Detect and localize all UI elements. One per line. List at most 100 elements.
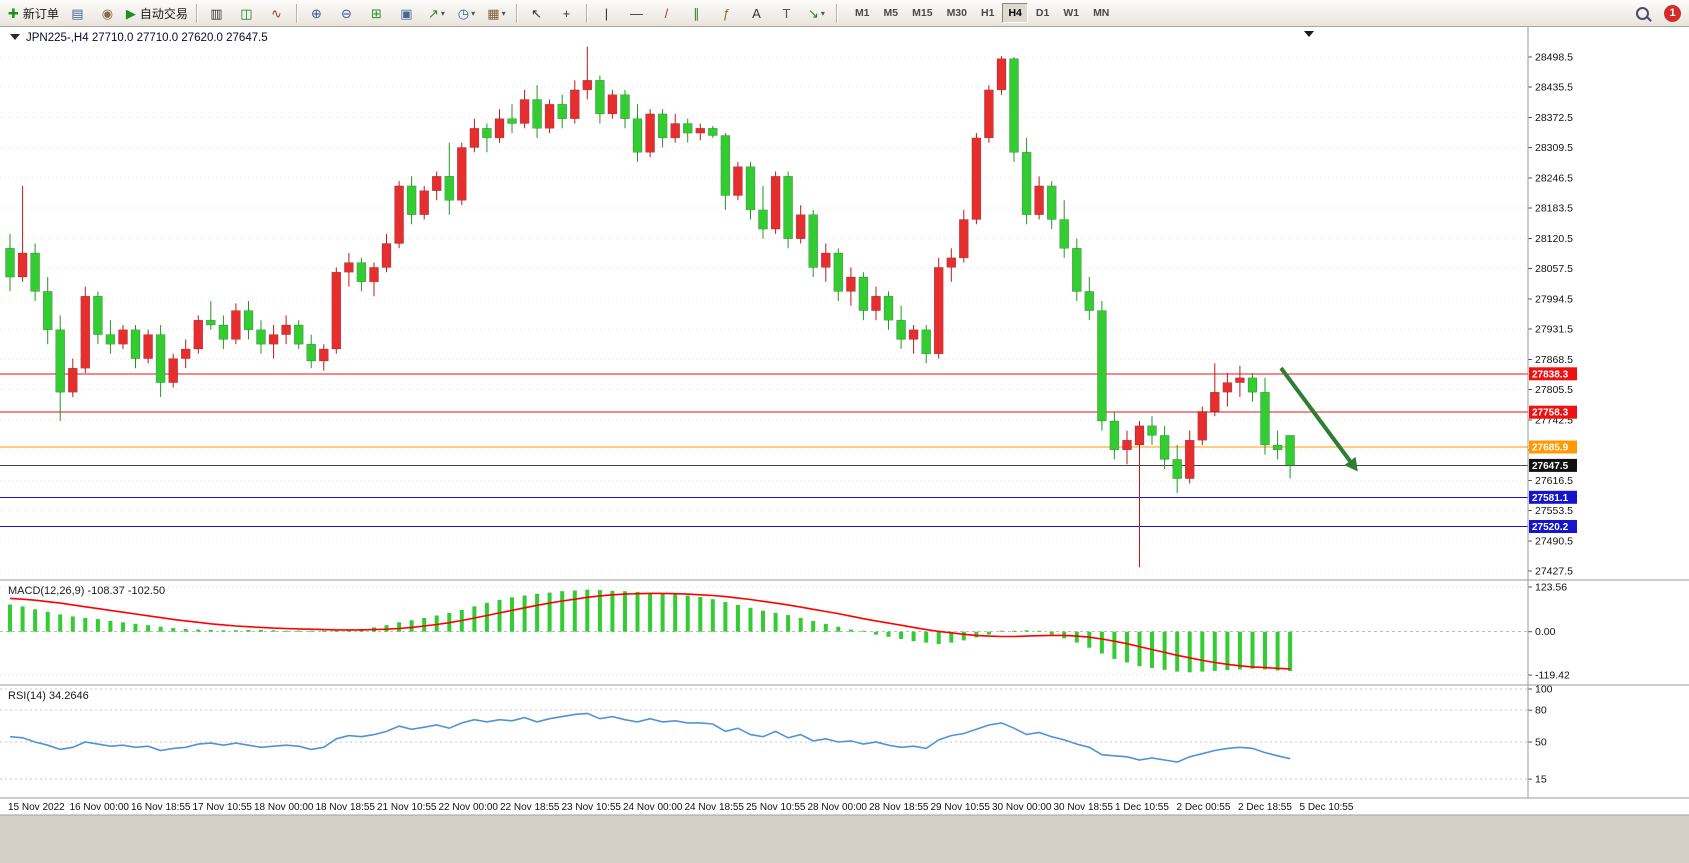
time-axis-label: 21 Nov 10:55 [377,802,437,813]
tile-windows-button[interactable]: ⊞ [362,1,391,25]
time-axis-label: 30 Nov 18:55 [1054,802,1114,813]
candle-body [645,113,655,153]
periods-button[interactable]: ◷ ▾ [452,1,481,25]
resistance-line-lower-tag-text: 27758.3 [1532,408,1569,419]
chart-canvas[interactable]: 28498.5 28435.5 28372.5 28309.5 28246.5 28183… [0,27,1689,863]
candle-body [1059,219,1069,249]
crosshair-button[interactable]: + [552,1,581,25]
time-axis-label: 24 Nov 00:00 [623,802,683,813]
time-axis-label: 17 Nov 10:55 [193,802,253,813]
candle-body [984,89,994,139]
main-toolbar: ✚ 新订单 ▤ ◉ ▶ 自动交易 ▥ ◫ ∿ ⊕ ⊖ ⊞ ▣ ↗ ▾ ◷ ▾ ▦ ▾ ↖ + | — / ∥ ƒ A T ↘ ▾ M1 M5 M… [0,0,1689,27]
chart-window-button[interactable]: ▤ [63,1,92,25]
candle-body [1210,391,1220,412]
chart-background[interactable] [0,27,1689,863]
candle-body [507,118,517,124]
horizontal-line-button[interactable]: — [622,1,651,25]
tf-d1-button[interactable]: D1 [1030,3,1055,23]
status-strip [0,815,1689,863]
candle-body [1260,391,1270,446]
cascade-windows-button[interactable]: ▣ [392,1,421,25]
candle-body [1109,420,1120,451]
orange-support-line-tag [1529,440,1577,454]
candle-body [783,176,793,239]
candle-body [1285,435,1295,466]
time-axis-label: 2 Dec 00:55 [1177,802,1231,813]
indicators-button[interactable]: ↗ ▾ [422,1,451,25]
tf-h4-button[interactable]: H4 [1002,3,1028,23]
candlestick-chart-button[interactable]: ◫ [232,1,261,25]
candle-body [243,310,254,331]
candle-body [469,128,480,148]
candle-body [231,310,241,340]
time-axis-label: 22 Nov 00:00 [439,802,499,813]
candle-body [319,348,329,362]
channel-button[interactable]: ∥ [682,1,711,25]
vertical-line-button[interactable]: | [592,1,621,25]
chart-shift-marker[interactable] [1304,31,1314,37]
time-axis-label: 24 Nov 18:55 [685,802,745,813]
horizontal-line-icon: — [629,5,643,21]
candle-body [871,295,881,311]
trend-arrow-annotation[interactable] [1279,366,1358,472]
price-tags: 27838.3 27758.3 27685.9 27647.5 27581.1 27520… [1529,367,1577,533]
candle-body [1197,411,1208,441]
candle-body [582,80,593,91]
symbol-dropdown-icon[interactable] [10,34,20,40]
candle-body [833,252,844,292]
candle-body [180,348,191,359]
candle-body [118,329,128,345]
chart-window[interactable]: 28498.5 28435.5 28372.5 28309.5 28246.5 28183… [0,27,1689,863]
orange-support-line-tag-text: 27685.9 [1532,443,1569,454]
tf-h1-button[interactable]: H1 [975,3,1000,23]
symbol-ohlc-text: JPN225-,H4 27710.0 27710.0 27620.0 27647… [26,32,268,44]
toolbar-separator [515,3,517,23]
line-chart-button[interactable]: ∿ [262,1,291,25]
candle-body [331,271,342,350]
profile-button[interactable]: ◉ [93,1,122,25]
candle-body [883,295,894,321]
tf-w1-button[interactable]: W1 [1057,3,1085,23]
price-axis-label: 28120.5 [1535,233,1573,245]
bar-chart-button[interactable]: ▥ [202,1,231,25]
price-axis-label: 28183.5 [1535,203,1573,215]
text-button[interactable]: A [742,1,771,25]
macd-signal-line [9,592,1291,670]
trendline-button[interactable]: / [652,1,681,25]
candle-body [519,99,530,124]
candle-body [733,166,743,196]
tf-m5-button[interactable]: M5 [878,3,905,23]
tf-m15-button[interactable]: M15 [906,3,938,23]
cursor-button[interactable]: ↖ [522,1,551,25]
candle-body [632,118,643,153]
rsi-axis-label: 15 [1535,774,1547,786]
candle-body [1046,185,1057,220]
symbol-search-button[interactable] [1628,1,1657,25]
tf-m30-button[interactable]: M30 [941,3,973,23]
auto-trading-button[interactable]: ▶ 自动交易 [123,1,191,25]
zoom-out-button[interactable]: ⊖ [332,1,361,25]
fibonacci-button[interactable]: ƒ [712,1,741,25]
tf-m1-button[interactable]: M1 [849,3,876,23]
rsi-axis-label: 100 [1535,684,1553,696]
macd-axis-label: 0.00 [1535,626,1556,638]
candle-body [1021,152,1032,215]
notification-badge[interactable]: 1 [1664,4,1681,22]
time-axis-label: 23 Nov 10:55 [562,802,622,813]
time-axis-label: 22 Nov 18:55 [500,802,560,813]
candle-body [657,113,668,139]
time-axis-label: 18 Nov 00:00 [254,802,314,813]
price-axis-label: 28498.5 [1535,52,1573,64]
templates-button[interactable]: ▦ ▾ [482,1,511,25]
tf-mn-button[interactable]: MN [1087,3,1115,23]
trendline-icon: / [664,5,669,21]
arrows-button[interactable]: ↘ ▾ [802,1,831,25]
price-axis-label: 28372.5 [1535,112,1573,124]
text-icon: A [752,5,761,21]
new-order-button[interactable]: ✚ 新订单 [5,1,62,25]
blue-support-line-lower-tag [1529,520,1577,533]
dropdown-arrow-icon: ▾ [440,8,445,18]
dropdown-arrow-icon: ▾ [471,8,476,18]
label-button[interactable]: T [772,1,801,25]
zoom-in-button[interactable]: ⊕ [302,1,331,25]
